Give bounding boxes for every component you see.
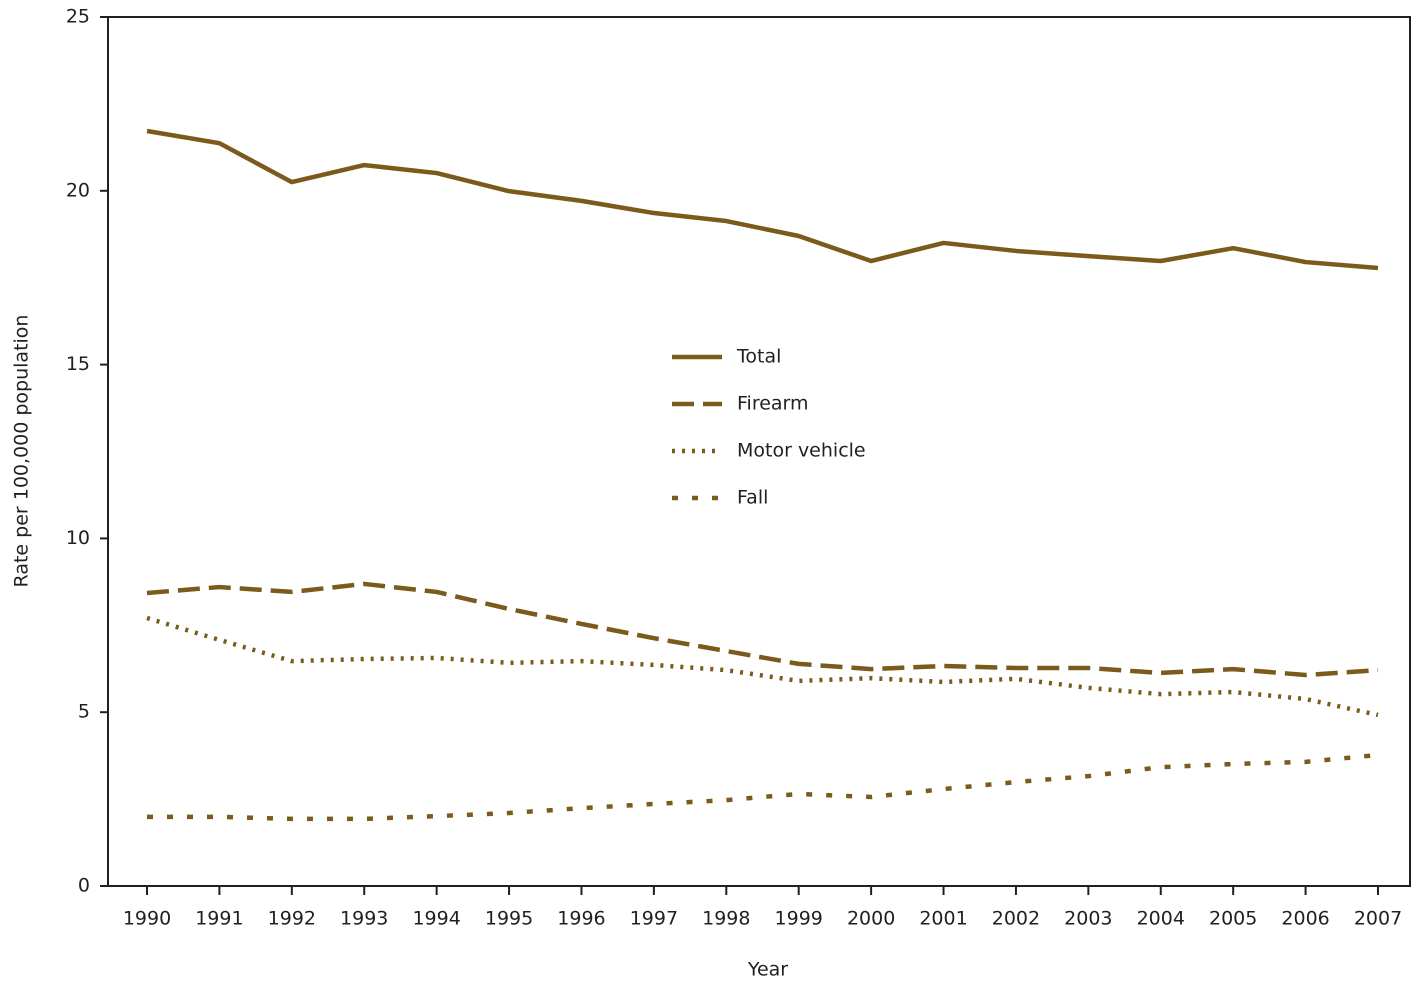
x-tick-label: 1990 [123,908,171,930]
x-tick-label: 1994 [412,908,460,930]
y-tick-label: 25 [66,6,90,28]
y-tick-label: 5 [78,701,90,723]
series-line [146,581,1379,678]
legend-label: Total [736,346,781,368]
series-line [146,128,1379,271]
series-line [146,615,1379,718]
x-tick-label: 1993 [340,908,388,930]
x-tick-label: 1996 [557,908,605,930]
y-tick-label: 20 [66,179,90,201]
y-tick-label: 15 [66,353,90,375]
x-tick-label: 2000 [847,908,895,930]
series-line [147,752,1379,822]
y-tick-label: 0 [78,875,90,897]
x-tick-label: 1999 [775,908,823,930]
x-tick-label: 2002 [992,908,1040,930]
y-axis-label: Rate per 100,000 population [11,315,33,588]
legend-label: Fall [737,487,768,509]
x-tick-label: 2001 [919,908,967,930]
x-tick-label: 2007 [1354,908,1402,930]
legend-label: Motor vehicle [737,440,866,462]
x-tick-label: 1991 [195,908,243,930]
legend-label: Firearm [737,393,809,415]
x-tick-label: 1995 [485,908,533,930]
y-tick-label: 10 [66,527,90,549]
x-tick-label: 2005 [1209,908,1257,930]
x-tick-label: 2003 [1064,908,1112,930]
x-tick-label: 2006 [1281,908,1329,930]
x-tick-label: 1998 [702,908,750,930]
plot-frame [107,16,1411,887]
x-axis-label: Year [747,959,788,981]
x-tick-label: 1997 [630,908,678,930]
x-tick-label: 2004 [1137,908,1185,930]
x-tick-label: 1992 [268,908,316,930]
